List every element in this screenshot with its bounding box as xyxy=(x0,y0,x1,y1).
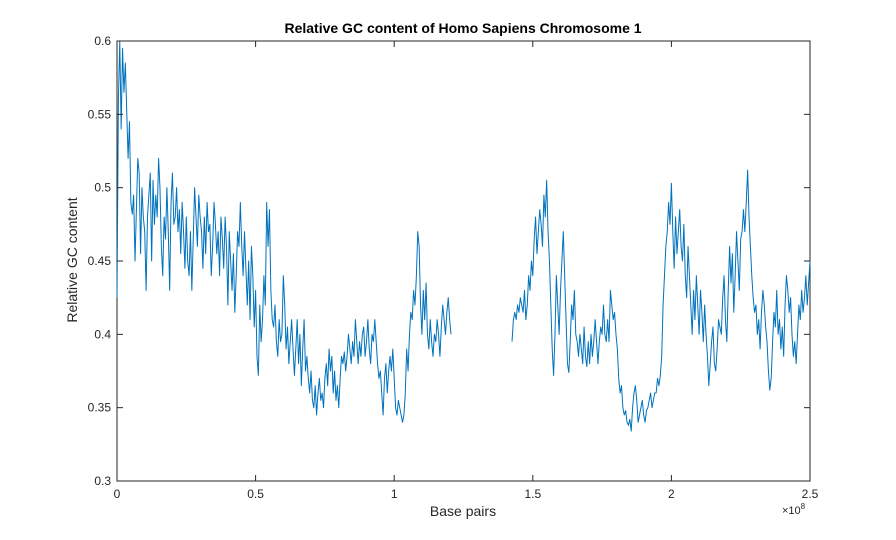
x-axis: 0 0.5 1 1.5 2 2.5 xyxy=(114,41,819,501)
series-line-segment xyxy=(511,169,811,432)
y-tick-label: 0.45 xyxy=(88,254,112,268)
plot-area xyxy=(116,40,811,482)
x-axis-exponent-base: ×10 xyxy=(782,505,801,517)
chart-title: Relative GC content of Homo Sapiens Chro… xyxy=(284,20,641,36)
x-tick-label: 2 xyxy=(668,487,675,501)
y-tick-label: 0.6 xyxy=(94,34,111,48)
x-axis-label: Base pairs xyxy=(430,503,496,519)
x-tick-label: 0.5 xyxy=(247,487,264,501)
series-line-segment xyxy=(116,40,452,423)
x-axis-exponent: ×108 xyxy=(782,502,806,517)
x-tick-label: 1.5 xyxy=(524,487,541,501)
y-tick-label: 0.4 xyxy=(94,327,111,341)
plot-frame xyxy=(116,40,811,482)
y-axis: 0.3 0.35 0.4 0.45 0.5 0.55 0.6 xyxy=(88,34,810,488)
x-tick-label: 2.5 xyxy=(802,487,819,501)
x-axis-exponent-power: 8 xyxy=(801,502,806,511)
y-tick-label: 0.5 xyxy=(94,181,111,195)
y-tick-label: 0.3 xyxy=(94,474,111,488)
x-tick-label: 1 xyxy=(391,487,398,501)
x-tick-label: 0 xyxy=(114,487,121,501)
y-tick-label: 0.55 xyxy=(88,107,112,121)
y-axis-label: Relative GC content xyxy=(64,197,80,322)
y-tick-label: 0.35 xyxy=(88,401,112,415)
